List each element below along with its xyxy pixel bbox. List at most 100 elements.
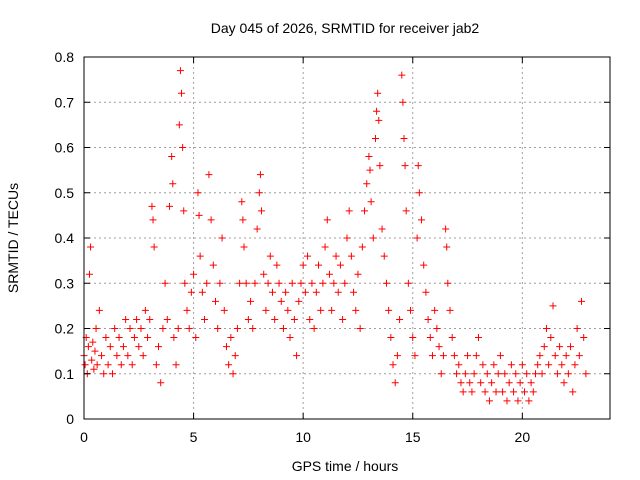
- x-axis-label: GPS time / hours: [292, 458, 399, 474]
- data-point: [279, 325, 287, 332]
- data-point: [222, 343, 230, 351]
- data-point: [402, 207, 410, 215]
- data-point: [443, 243, 451, 251]
- data-point: [98, 352, 106, 360]
- data-point: [542, 325, 550, 332]
- data-point: [422, 288, 430, 296]
- data-point: [84, 343, 92, 351]
- data-point: [376, 162, 384, 170]
- data-point: [179, 144, 187, 151]
- data-point: [553, 370, 561, 378]
- data-point: [481, 388, 489, 396]
- data-point: [385, 306, 393, 314]
- data-point: [141, 306, 149, 314]
- data-point: [547, 334, 555, 342]
- data-point: [435, 343, 443, 351]
- data-point: [396, 315, 404, 323]
- data-point: [503, 397, 511, 405]
- data-point: [258, 207, 266, 215]
- data-point: [174, 325, 182, 332]
- data-point: [89, 338, 97, 346]
- data-point: [126, 325, 134, 332]
- data-point: [175, 121, 183, 129]
- data-point: [203, 279, 211, 287]
- data-point: [91, 347, 99, 355]
- data-point: [366, 166, 374, 174]
- data-point: [352, 306, 360, 314]
- data-point: [260, 270, 268, 278]
- data-point: [130, 334, 138, 342]
- data-point: [444, 279, 452, 287]
- axis-ticks: 0 0.1 0.2 0.3 0.4 0.5 0.6 0.7 0.8 0 5 10 15 20: [55, 49, 610, 445]
- data-points: [80, 67, 590, 405]
- data-point: [180, 207, 188, 215]
- data-point: [149, 216, 157, 224]
- data-point: [439, 352, 447, 360]
- data-point: [85, 270, 93, 278]
- data-point: [133, 315, 141, 323]
- data-point: [168, 153, 176, 161]
- data-point: [562, 352, 570, 360]
- data-point: [525, 397, 533, 405]
- data-point: [529, 388, 537, 396]
- data-point: [556, 343, 564, 351]
- y-tick-label: 0: [66, 411, 74, 427]
- data-point: [540, 343, 548, 351]
- data-point: [111, 325, 119, 332]
- data-point: [411, 352, 419, 360]
- data-point: [345, 207, 353, 215]
- data-point: [369, 234, 377, 242]
- data-point: [336, 261, 344, 269]
- grid-lines: [84, 57, 610, 419]
- data-point: [295, 297, 303, 305]
- data-point: [264, 279, 272, 287]
- x-tick-label: 0: [80, 429, 88, 445]
- data-point: [534, 361, 542, 369]
- data-point: [163, 315, 171, 323]
- data-point: [239, 216, 247, 224]
- data-point: [389, 361, 397, 369]
- data-point: [310, 325, 318, 332]
- data-point: [81, 361, 89, 369]
- data-point: [256, 171, 264, 179]
- data-point: [148, 202, 156, 210]
- data-point: [466, 379, 474, 387]
- data-point: [510, 388, 518, 396]
- data-point: [378, 225, 386, 233]
- data-point: [330, 279, 338, 287]
- data-point: [216, 279, 224, 287]
- y-tick-label: 0.7: [55, 94, 75, 110]
- data-point: [499, 388, 507, 396]
- data-point: [433, 325, 441, 332]
- data-point: [212, 297, 219, 305]
- data-point: [317, 306, 325, 314]
- data-point: [172, 361, 180, 369]
- data-point: [409, 334, 417, 342]
- y-tick-label: 0.3: [55, 275, 75, 291]
- data-point: [373, 107, 381, 115]
- data-point: [312, 288, 320, 296]
- x-tick-label: 20: [515, 429, 531, 445]
- data-point: [139, 352, 147, 360]
- data-point: [328, 306, 336, 314]
- data-point: [315, 261, 323, 269]
- data-point: [262, 306, 270, 314]
- data-point: [567, 343, 575, 351]
- data-point: [122, 315, 130, 323]
- data-point: [181, 279, 189, 287]
- data-point: [319, 279, 327, 287]
- data-point: [347, 252, 355, 260]
- data-point: [242, 279, 250, 287]
- data-point: [464, 352, 472, 360]
- data-point: [450, 352, 458, 360]
- data-point: [382, 279, 390, 287]
- data-point: [194, 189, 202, 197]
- data-point: [334, 288, 342, 296]
- data-point: [238, 198, 246, 206]
- data-point: [332, 252, 340, 260]
- data-point: [185, 325, 193, 332]
- data-point: [201, 315, 209, 323]
- data-point: [218, 234, 226, 242]
- data-point: [488, 379, 496, 387]
- data-point: [496, 352, 504, 360]
